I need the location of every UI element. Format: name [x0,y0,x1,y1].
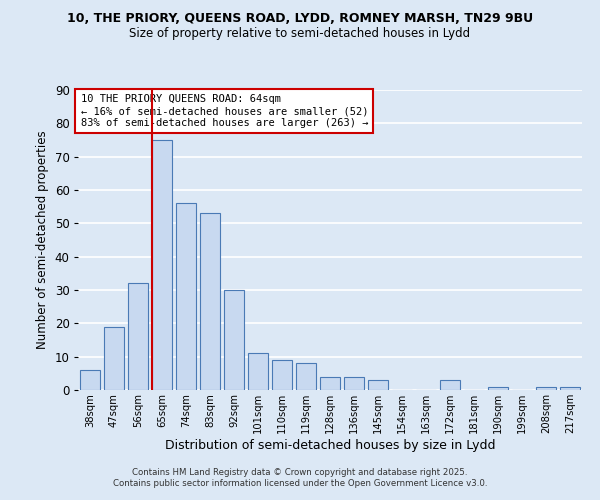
Y-axis label: Number of semi-detached properties: Number of semi-detached properties [36,130,49,350]
X-axis label: Distribution of semi-detached houses by size in Lydd: Distribution of semi-detached houses by … [165,438,495,452]
Bar [248,354,268,390]
Bar [128,284,148,390]
Bar [368,380,388,390]
Bar [344,376,364,390]
Text: Size of property relative to semi-detached houses in Lydd: Size of property relative to semi-detach… [130,28,470,40]
Bar [152,140,172,390]
Bar [104,326,124,390]
Bar [488,386,508,390]
Text: 10, THE PRIORY, QUEENS ROAD, LYDD, ROMNEY MARSH, TN29 9BU: 10, THE PRIORY, QUEENS ROAD, LYDD, ROMNE… [67,12,533,26]
Bar [272,360,292,390]
Bar [440,380,460,390]
Text: Contains HM Land Registry data © Crown copyright and database right 2025.
Contai: Contains HM Land Registry data © Crown c… [113,468,487,487]
Bar [320,376,340,390]
Bar [536,386,556,390]
Bar [176,204,196,390]
Bar [224,290,244,390]
Bar [200,214,220,390]
Text: 10 THE PRIORY QUEENS ROAD: 64sqm
← 16% of semi-detached houses are smaller (52)
: 10 THE PRIORY QUEENS ROAD: 64sqm ← 16% o… [80,94,368,128]
Bar [296,364,316,390]
Bar [80,370,100,390]
Bar [560,386,580,390]
